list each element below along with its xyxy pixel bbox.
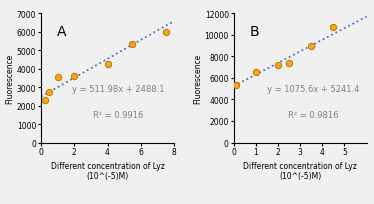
- Text: B: B: [250, 24, 259, 39]
- Text: R² = 0.9816: R² = 0.9816: [288, 110, 338, 119]
- Text: y = 1075.6x + 5241.4: y = 1075.6x + 5241.4: [267, 84, 359, 93]
- Text: y = 511.98x + 2488.1: y = 511.98x + 2488.1: [72, 84, 165, 93]
- Y-axis label: Fluorescence: Fluorescence: [5, 53, 14, 104]
- X-axis label: Different concentration of Lyz
(10^(-5)M): Different concentration of Lyz (10^(-5)M…: [50, 161, 165, 180]
- Y-axis label: Fluorescence: Fluorescence: [193, 53, 202, 104]
- X-axis label: Different concentration of Lyz
(10^(-5)M): Different concentration of Lyz (10^(-5)M…: [243, 161, 357, 180]
- Text: A: A: [57, 24, 67, 39]
- Text: R² = 0.9916: R² = 0.9916: [93, 110, 143, 119]
